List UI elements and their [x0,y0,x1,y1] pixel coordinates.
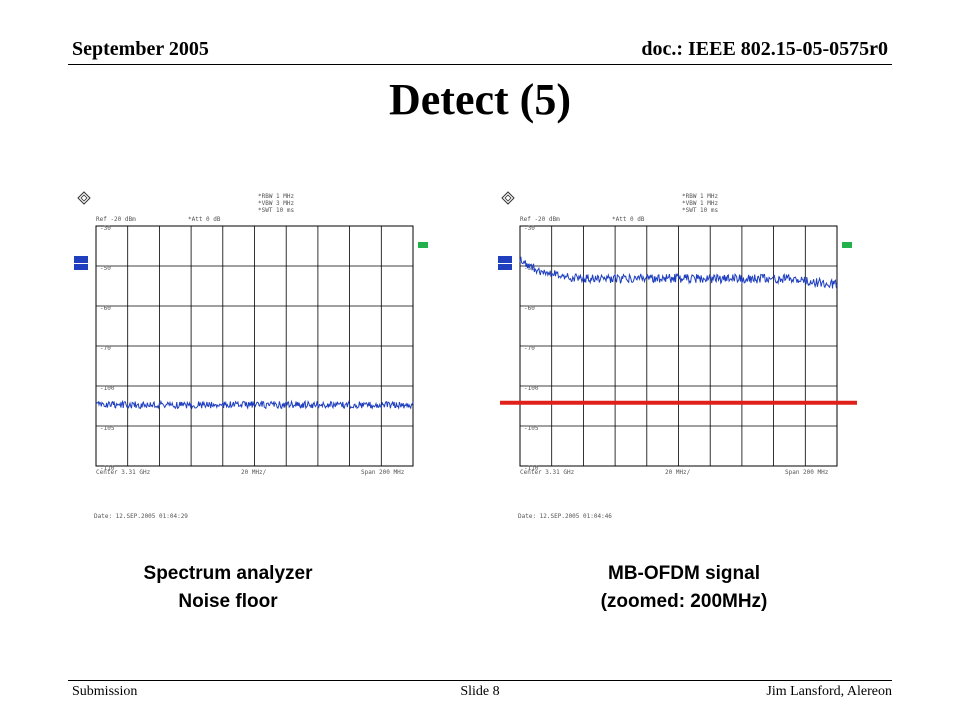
center-frequency: Center 3.31 GHz [520,469,575,476]
y-tick-label: -30 [524,225,535,232]
spectrum-plot-noise-floor: *RBW 1 MHz *VBW 3 MHz *SWT 10 ms Ref -20 dB… [68,186,438,526]
y-tick-label: -105 [100,425,115,432]
marker-tag [842,242,852,248]
footer-slide-number: Slide 8 [460,684,500,699]
frequency-division: 20 MHz/ [665,469,691,476]
analyzer-logo-icon [77,191,91,205]
side-tag [74,264,88,270]
attenuation: *Att 0 dB [612,216,645,223]
header-divider [68,64,892,65]
y-tick-label: -110 [524,465,539,472]
analyzer-logo-icon [501,191,515,205]
frequency-span: Span 200 MHz [785,469,829,476]
y-tick-label: -60 [524,305,535,312]
spectrum-screen: *RBW 1 MHz*VBW 1 MHz*SWT 10 ms Ref -20 dB… [498,191,857,520]
center-frequency: Center 3.31 GHz [96,469,151,476]
caption-line-1: Spectrum analyzer [143,563,313,584]
footer-author: Jim Lansford, Alereon [766,684,892,699]
caption-noise-floor: Spectrum analyzer Noise floor [78,560,378,616]
side-tag [498,256,512,263]
analyzer-setting: *RBW 1 MHz [682,193,719,200]
footer-divider [68,680,892,681]
y-tick-label: -70 [100,345,111,352]
slide-title: Detect (5) [389,75,571,124]
caption-line-1: MB-OFDM signal [608,563,760,584]
y-tick-label: -100 [100,385,115,392]
caption-line-2: (zoomed: 200MHz) [600,591,768,612]
side-tag [498,264,512,270]
capture-date: Date: 12.SEP.2005 01:04:29 [94,513,188,520]
spectrum-trace [519,256,838,289]
caption-line-2: Noise floor [178,591,278,612]
y-tick-label: -60 [100,305,111,312]
header-date: September 2005 [72,38,209,60]
spectrum-plot-mb-ofdm: *RBW 1 MHz *VBW 1 MHz *SWT 10 ms Ref -20 dB… [492,186,862,526]
spectrum-screen: *RBW 1 MHz*VBW 3 MHz*SWT 10 ms Ref -20 dB… [74,191,428,520]
reference-level: Ref -20 dBm [96,216,136,223]
analyzer-setting: *VBW 1 MHz [682,200,719,207]
spectrum-trace [95,399,414,410]
reference-level: Ref -20 dBm [520,216,560,223]
attenuation: *Att 0 dB [188,216,221,223]
analyzer-setting: *SWT 10 ms [682,207,719,214]
marker-tag [418,242,428,248]
caption-mb-ofdm: MB-OFDM signal (zoomed: 200MHz) [534,560,834,616]
frequency-division: 20 MHz/ [241,469,267,476]
y-tick-label: -50 [100,265,111,272]
frequency-span: Span 200 MHz [361,469,405,476]
capture-date: Date: 12.SEP.2005 01:04:46 [518,513,612,520]
side-tag [74,256,88,263]
analyzer-setting: *RBW 1 MHz [258,193,295,200]
header-doc-id: doc.: IEEE 802.15-05-0575r0 [641,38,888,60]
y-tick-label: -50 [524,265,535,272]
y-tick-label: -100 [524,385,539,392]
y-tick-label: -110 [100,465,115,472]
y-tick-label: -70 [524,345,535,352]
analyzer-setting: *VBW 3 MHz [258,200,295,207]
y-tick-label: -30 [100,225,111,232]
analyzer-setting: *SWT 10 ms [258,207,295,214]
y-tick-label: -105 [524,425,539,432]
footer-submission: Submission [72,684,138,699]
